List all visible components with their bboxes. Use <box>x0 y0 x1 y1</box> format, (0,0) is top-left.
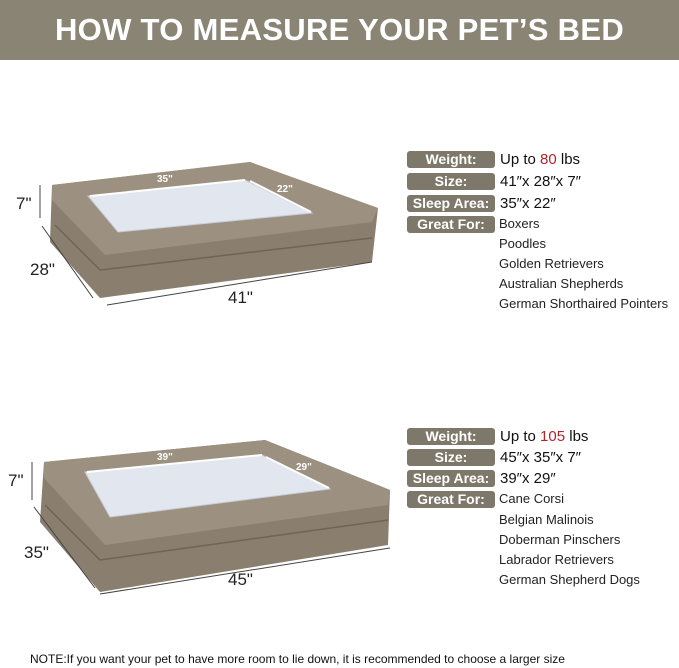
breed-item: Australian Shepherds <box>499 276 624 291</box>
great-for-label: Great For: <box>407 215 495 233</box>
breed-item: Golden Retrievers <box>499 256 604 271</box>
weight-row: Weight: Up to 105 lbs <box>407 427 588 445</box>
bed-2-width-label: 45" <box>228 570 253 589</box>
size-note: NOTE:If you want your pet to have more r… <box>30 652 565 666</box>
bed-1-depth-label: 28" <box>30 260 55 279</box>
weight-prefix: Up to <box>500 150 541 168</box>
weight-prefix: Up to <box>500 427 541 445</box>
breed-item: German Shepherd Dogs <box>499 572 640 587</box>
breed-item: Doberman Pinschers <box>499 532 621 547</box>
great-for-row: Great For: <box>407 215 495 233</box>
great-for-row: Great For: <box>407 490 495 508</box>
sleep-area-value: 39″x 29″ <box>500 469 556 487</box>
size-row: Size: 45″x 35″x 7″ <box>407 448 581 466</box>
bed-2-depth-label: 35" <box>24 543 49 562</box>
weight-value: 105 <box>540 427 566 445</box>
size-row: Size: 41″x 28″x 7″ <box>407 172 581 190</box>
bed-1-height-label: 7" <box>16 194 32 213</box>
weight-value: 80 <box>540 150 557 168</box>
breed-item: Boxers <box>499 216 540 231</box>
header-banner: HOW TO MEASURE YOUR PET’S BED <box>0 0 679 60</box>
weight-unit: lbs <box>556 150 581 168</box>
sleep-area-row: Sleep Area: 39″x 29″ <box>407 469 556 487</box>
size-label: Size: <box>407 172 495 190</box>
bed-1-sleep-depth-label: 22" <box>277 184 293 195</box>
weight-unit: lbs <box>565 427 589 445</box>
breed-item: Labrador Retrievers <box>499 552 614 567</box>
bed-2-illustration <box>31 440 391 595</box>
sleep-area-label: Sleep Area: <box>407 469 495 487</box>
great-for-label: Great For: <box>407 490 495 508</box>
bed-1-sleep-width-label: 35" <box>157 174 173 185</box>
breed-item: Cane Corsi <box>499 491 565 506</box>
breed-item: Belgian Malinois <box>499 512 594 527</box>
weight-label: Weight: <box>407 150 495 168</box>
size-label: Size: <box>407 448 495 466</box>
bed-2-sleep-depth-label: 29" <box>296 462 312 473</box>
breed-item: Poodles <box>499 236 546 251</box>
sleep-area-label: Sleep Area: <box>407 194 495 212</box>
breed-item: German Shorthaired Pointers <box>499 296 669 311</box>
page-title: HOW TO MEASURE YOUR PET’S BED <box>54 12 625 47</box>
sleep-area-row: Sleep Area: 35″x 22″ <box>407 194 556 212</box>
bed-2-height-label: 7" <box>8 471 24 490</box>
size-value: 41″x 28″x 7″ <box>500 172 581 190</box>
weight-row: Weight: Up to 80 lbs <box>407 150 580 168</box>
weight-label: Weight: <box>407 427 495 445</box>
bed-1-width-label: 41" <box>228 288 253 307</box>
sleep-area-value: 35″x 22″ <box>500 194 556 212</box>
bed-1-illustration <box>39 162 378 306</box>
bed-2-sleep-width-label: 39" <box>157 452 173 463</box>
size-value: 45″x 35″x 7″ <box>500 448 581 466</box>
